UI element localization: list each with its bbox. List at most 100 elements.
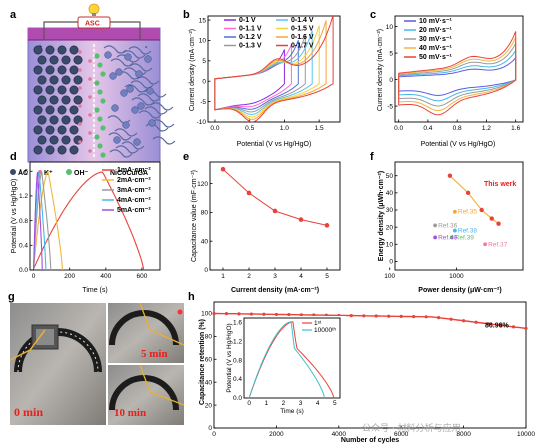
y-tick-label: 40: [386, 190, 394, 197]
ac-particle: [61, 135, 71, 145]
inset-legend-entry: 1ˢᵗ: [314, 320, 322, 327]
ac-particle: [69, 145, 79, 155]
oh-legend-icon: [66, 169, 72, 175]
retention-point: [312, 313, 316, 317]
x-tick-label: 0.5: [245, 125, 254, 132]
legend-entry: 5mA·cm⁻²: [117, 207, 151, 214]
y-tick-label: 0: [204, 267, 208, 274]
x-tick-label: 4: [299, 273, 303, 280]
nicocu-particle: [144, 55, 152, 63]
ac-particle: [69, 65, 79, 75]
retention-point: [262, 312, 266, 316]
y-tick-label: 0.4: [19, 243, 28, 250]
panel-c: c Current density (mA·cm⁻²) Potential (V…: [370, 9, 524, 148]
asc-label: ASC: [85, 21, 100, 28]
inset-x-tick: 4: [316, 400, 320, 407]
y-tick-label: 0: [208, 425, 212, 432]
x-tick-label: 4000: [332, 431, 347, 438]
x-tick-label: 200: [64, 273, 75, 280]
panel-c-ylabel: Current density (mA·cm⁻²): [377, 29, 384, 111]
panel-f-ylabel: Energy density (μWh·cm⁻²): [378, 171, 385, 261]
y-tick-label: 0: [389, 77, 393, 84]
y-tick-label: 0: [202, 78, 206, 85]
x-tick-label: 100: [384, 273, 395, 280]
ac-particle: [61, 55, 71, 65]
ga-sheet: [124, 84, 148, 93]
ions: [78, 50, 106, 158]
ac-particle: [69, 85, 79, 95]
y-tick-label: 20: [386, 224, 394, 231]
panel-g: g 0 min 5 min 10 min: [8, 291, 185, 425]
inset-y-tick: 0.8: [233, 357, 242, 364]
panel-a-label: a: [10, 9, 17, 21]
nicocu-particle: [120, 89, 128, 97]
legend-entry: 50 mV·s⁻¹: [419, 54, 453, 61]
ac-particle: [57, 145, 67, 155]
y-tick-label: 30: [386, 207, 394, 214]
retention-curve: [213, 312, 527, 330]
retention-point: [524, 326, 528, 330]
inset-background: [228, 316, 346, 418]
inset-xlabel: Time (s): [280, 408, 304, 415]
y-tick-label: 20: [205, 402, 213, 409]
ac-particle: [57, 45, 67, 55]
this-work-point: [465, 190, 471, 196]
y-tick-label: 0.8: [19, 218, 28, 225]
nicocu-particle: [137, 102, 145, 110]
ga-sheet: [151, 119, 175, 128]
ac-particle: [33, 85, 43, 95]
nicocu-particle: [109, 72, 117, 80]
retention-point: [287, 313, 291, 317]
legend-entry: 2mA·cm⁻²: [117, 177, 151, 184]
oh-ion: [100, 152, 106, 158]
legend-entry: 10 mV·s⁻¹: [419, 18, 453, 25]
ac-particle: [57, 85, 67, 95]
ref-label: Ref.40: [438, 234, 458, 241]
ac-particle: [73, 55, 83, 65]
watermark: 公众号 · 材料分析与应用: [362, 422, 461, 434]
x-tick-label: 5: [325, 273, 329, 280]
panel-h-ylabel: Capacitance retention (%): [199, 319, 206, 405]
nicocu-particle: [104, 51, 112, 59]
legend-entry: 0-1.3 V: [239, 43, 262, 50]
nicocu-particle: [113, 136, 121, 144]
retention-point: [399, 314, 403, 318]
cv-scan-4: [398, 31, 517, 116]
oh-ion: [97, 89, 103, 95]
nicocu-particle: [146, 87, 154, 95]
plot-frame: [209, 161, 341, 271]
oh-ion: [100, 125, 106, 131]
k-ion: [88, 113, 92, 117]
inset-curve-1: [248, 321, 326, 399]
retention-inset: 0 1 2 3 4 5 0.0 0.4 0.8 1.2 1.6 Time (s) Potential (…: [226, 316, 346, 418]
inset-x-tick: 3: [299, 400, 303, 407]
y-tick-label: 10: [386, 241, 394, 248]
this-work-label: This werk: [484, 181, 516, 188]
capacitance-point: [246, 190, 252, 196]
ac-particle: [45, 85, 55, 95]
inset-y-tick: 1.2: [233, 339, 242, 346]
x-tick-label: 2000: [269, 431, 284, 438]
legend-entry: 0-1.4 V: [291, 17, 314, 24]
retention-point: [362, 314, 366, 318]
panel-d: d Potential (V vs Hg/HgO) Time (s) 0 200 4…: [10, 151, 161, 294]
ac-particle: [45, 145, 55, 155]
retention-point: [212, 311, 216, 316]
capacitance-point: [272, 208, 278, 214]
ga-sheet: [103, 45, 127, 54]
y-tick-label: 15: [199, 17, 207, 24]
ac-particle: [57, 105, 67, 115]
ref-point: [449, 235, 454, 240]
y-tick-label: 0.0: [19, 267, 28, 274]
k-ion: [78, 50, 82, 54]
ac-particle: [57, 65, 67, 75]
ac-particle: [49, 115, 59, 125]
y-tick-label: -5: [200, 99, 206, 106]
x-tick-label: 1: [221, 273, 225, 280]
k-ion: [78, 86, 82, 90]
k-ion: [88, 77, 92, 81]
inset-x-tick: 0: [247, 400, 251, 407]
panel-b: b Current density (mA·cm⁻²) Potential (V…: [183, 9, 341, 148]
retention-point: [237, 312, 241, 316]
ac-particle: [61, 115, 71, 125]
